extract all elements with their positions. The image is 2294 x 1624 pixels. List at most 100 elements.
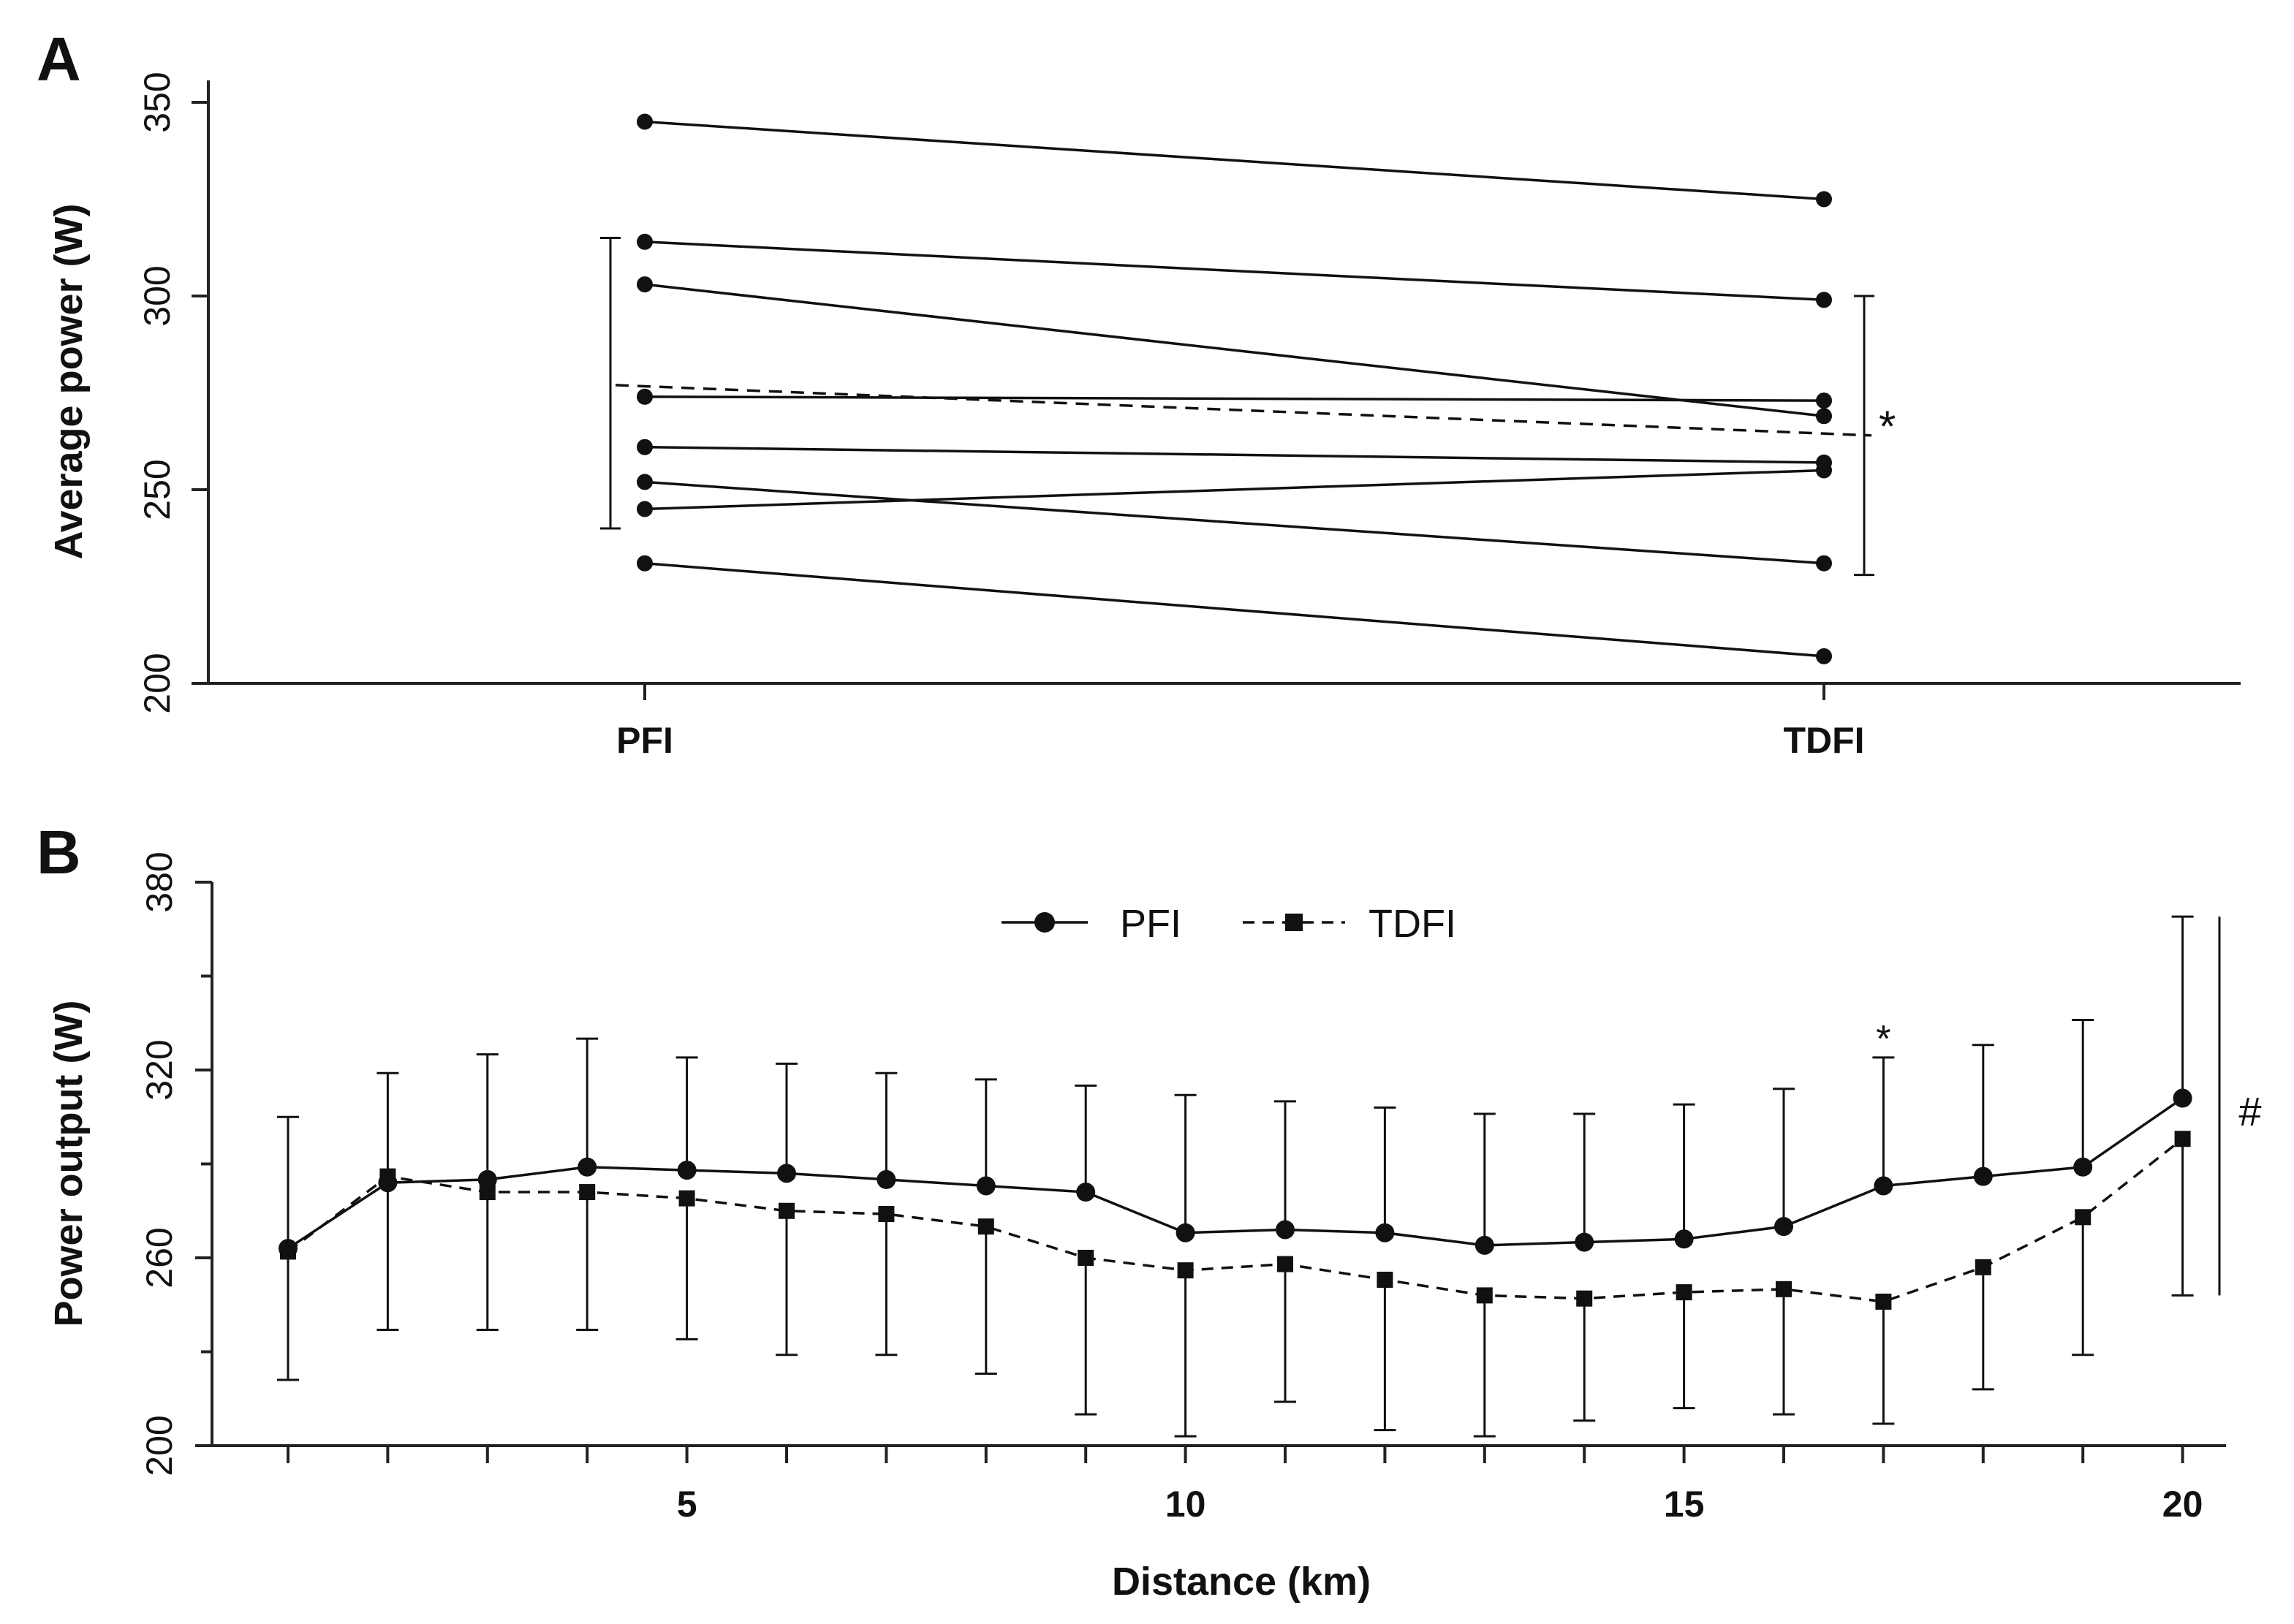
panel-a-subject-line (644, 120, 1825, 201)
panel-b-pfi-point (378, 1173, 398, 1193)
panel-b-x-tick-label: 5 (677, 1484, 697, 1525)
panel-b-x-tick-label: 15 (1664, 1484, 1705, 1525)
panel-a-x-tick-label-pfi: PFI (616, 720, 673, 761)
panel-b-tdfi-point (1975, 1259, 1991, 1275)
panel-b-pfi-point (2073, 1157, 2093, 1177)
panel-b-pfi-point (1375, 1223, 1395, 1242)
panel-b-pfi-line (287, 1097, 2184, 1250)
panel-b-annotations: *# (1876, 917, 2262, 1296)
panel-letter-b: B (37, 818, 81, 887)
panel-a-subject-point-pfi (637, 276, 653, 293)
panel-b-pfi-point (1276, 1220, 1295, 1240)
panel-b-tdfi-point (1078, 1250, 1094, 1266)
panel-a-y-tick-label: 200 (137, 653, 178, 713)
panel-b-y-ticks: 200 260 320 380 (139, 851, 212, 1476)
panel-a: A Average power (W) 200 250 300 350 PFI TDFI… (37, 25, 2241, 761)
panel-b-x-axis-title: Distance (km) (1112, 1560, 1371, 1604)
panel-b-pfi-point (2173, 1088, 2192, 1108)
panel-a-mean (600, 237, 1874, 577)
panel-b-tdfi-point (977, 1218, 994, 1235)
panel-b-pfi-point (1575, 1232, 1594, 1252)
panel-a-subject-line (644, 561, 1825, 658)
panel-b-pfi-point (1076, 1183, 1096, 1202)
panel-a-subject-point-tdfi (1816, 555, 1832, 572)
panel-b-pfi-point (1475, 1235, 1494, 1255)
legend-tdfi-marker (1285, 914, 1303, 931)
panel-a-subject-point-tdfi (1816, 408, 1832, 425)
panel-a-subject-point-pfi (637, 233, 653, 250)
panel-a-subject-line (644, 468, 1825, 511)
panel-b-tdfi-point (878, 1206, 895, 1223)
panel-a-significance-annotation: * (1879, 402, 1896, 451)
panel-a-subject-point-pfi (637, 555, 653, 572)
panel-b-tdfi-point (1277, 1256, 1293, 1272)
panel-b-pfi-point (578, 1157, 597, 1177)
panel-a-subject-lines (637, 113, 1832, 664)
panel-b-tdfi-point (1676, 1284, 1692, 1301)
panel-a-subject-point-tdfi (1816, 462, 1832, 479)
panel-b-pfi-point (976, 1176, 996, 1196)
panel-b-pfi-point (477, 1169, 497, 1189)
panel-b-pfi-point (279, 1239, 298, 1259)
panel-b-tdfi-point (1776, 1280, 1792, 1297)
panel-b-y-tick-label: 380 (139, 851, 180, 912)
panel-b-significance-star: * (1876, 1018, 1890, 1060)
panel-b-pfi-point (1774, 1217, 1793, 1237)
panel-b-error-bars (277, 915, 2194, 1438)
panel-b: B Power output (W) Distance (km) 200 260 3… (37, 818, 2262, 1604)
panel-a-subject-line (644, 480, 1825, 565)
panel-a-subject-point-tdfi (1816, 292, 1832, 308)
panel-a-subject-line (644, 395, 1825, 402)
panel-b-pfi-point (777, 1164, 796, 1183)
panel-b-tdfi-point (1875, 1293, 1892, 1310)
panel-a-mean-line (615, 384, 1872, 437)
panel-b-pfi-point (1874, 1176, 1893, 1196)
panel-a-subject-point-pfi (637, 474, 653, 490)
panel-b-y-tick-label: 260 (139, 1227, 180, 1288)
panel-a-y-ticks: 200 250 300 350 (137, 72, 208, 714)
panel-b-legend: PFI TDFI (1002, 902, 1456, 946)
panel-b-x-ticks: 5 10 15 20 (287, 1446, 2203, 1525)
legend-pfi-marker (1034, 912, 1055, 933)
panel-b-pfi-point (877, 1169, 896, 1189)
panel-a-subject-point-pfi (637, 388, 653, 405)
panel-b-x-tick-label: 20 (2162, 1484, 2203, 1525)
panel-a-subject-point-tdfi (1816, 392, 1832, 409)
panel-b-pfi-point (677, 1161, 697, 1180)
panel-a-subject-point-pfi (637, 113, 653, 130)
panel-b-tdfi-point (1476, 1287, 1493, 1304)
panel-a-x-ticks: PFI TDFI (616, 683, 1865, 761)
panel-b-pfi-point (1674, 1229, 1694, 1249)
panel-a-y-tick-label: 350 (137, 72, 178, 132)
panel-a-subject-line (644, 240, 1825, 302)
panel-b-x-tick-label: 10 (1165, 1484, 1206, 1525)
panel-b-tdfi-point (2075, 1209, 2092, 1226)
panel-a-subject-point-tdfi (1816, 648, 1832, 664)
panel-b-tdfi-point (779, 1202, 795, 1219)
panel-b-hash-annotation: # (2238, 1088, 2261, 1134)
panel-a-subject-line (644, 445, 1825, 464)
panel-a-y-tick-label: 300 (137, 265, 178, 326)
panel-b-tdfi-point (2174, 1131, 2191, 1147)
panel-a-subject-point-tdfi (1816, 191, 1832, 208)
legend-tdfi-label: TDFI (1369, 902, 1456, 946)
panel-b-y-tick-label: 320 (139, 1039, 180, 1100)
panel-b-tdfi-line (287, 1137, 2184, 1303)
panel-b-pfi-point (1176, 1223, 1195, 1242)
panel-b-tdfi-point (1177, 1262, 1194, 1279)
panel-b-tdfi-point (678, 1190, 695, 1207)
panel-b-tdfi-point (579, 1184, 596, 1201)
panel-letter-a: A (37, 25, 81, 94)
legend-pfi-label: PFI (1120, 902, 1181, 946)
panel-b-y-tick-label: 200 (139, 1415, 180, 1476)
panel-a-subject-line (644, 283, 1825, 418)
panel-a-y-tick-label: 250 (137, 459, 178, 520)
panel-b-tdfi-point (1377, 1271, 1393, 1288)
panel-b-series (279, 1088, 2192, 1310)
panel-a-subject-point-pfi (637, 501, 653, 517)
panel-a-x-tick-label-tdfi: TDFI (1783, 720, 1864, 761)
panel-b-pfi-point (1973, 1166, 1993, 1186)
panel-a-subject-point-pfi (637, 439, 653, 455)
panel-b-tdfi-point (1576, 1290, 1593, 1307)
